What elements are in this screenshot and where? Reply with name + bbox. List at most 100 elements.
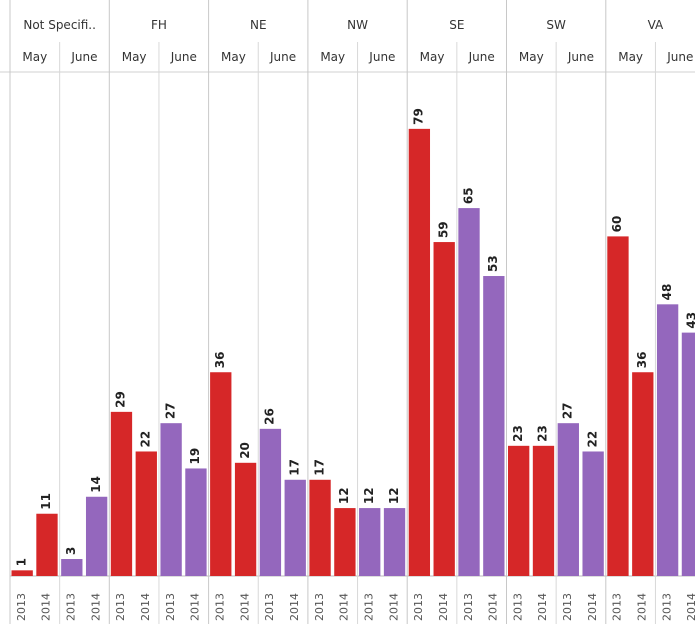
value-label: 36 — [635, 352, 649, 369]
value-label: 20 — [238, 442, 252, 459]
year-label: 2013 — [15, 593, 28, 621]
value-label: 19 — [188, 448, 202, 465]
month-label: June — [468, 50, 495, 64]
bar — [61, 559, 83, 576]
year-label: 2014 — [40, 593, 53, 621]
month-label: June — [70, 50, 97, 64]
year-label: 2013 — [660, 593, 673, 621]
value-label: 53 — [486, 255, 500, 272]
bar — [632, 372, 654, 576]
value-label: 14 — [89, 476, 103, 493]
group-label: VA — [648, 18, 664, 32]
group-label: NW — [347, 18, 368, 32]
bar — [532, 445, 555, 576]
bar — [185, 468, 207, 576]
value-label: 26 — [263, 408, 277, 425]
month-label: May — [221, 50, 246, 64]
bar — [135, 451, 157, 576]
bar — [210, 372, 232, 576]
bar — [508, 445, 530, 576]
month-label: May — [519, 50, 544, 64]
value-label: 27 — [561, 402, 575, 419]
bar — [234, 462, 257, 576]
year-label: 2014 — [238, 593, 251, 621]
bar — [284, 479, 306, 576]
bar — [334, 508, 356, 576]
value-label: 22 — [585, 431, 599, 448]
year-label: 2014 — [487, 593, 500, 621]
year-label: 2013 — [611, 593, 624, 621]
bar — [383, 508, 406, 576]
bar — [433, 242, 455, 576]
bar — [259, 428, 282, 576]
bar — [110, 411, 133, 576]
value-label: 12 — [362, 487, 376, 504]
value-label: 17 — [312, 459, 326, 476]
value-label: 3 — [64, 547, 78, 555]
year-label: 2013 — [263, 593, 276, 621]
year-label: 2013 — [164, 593, 177, 621]
month-label: May — [420, 50, 445, 64]
value-label: 11 — [39, 493, 53, 510]
year-label: 2014 — [636, 593, 649, 621]
year-label: 2014 — [536, 593, 549, 621]
value-label: 17 — [287, 459, 301, 476]
month-label: June — [170, 50, 197, 64]
bar — [309, 479, 331, 576]
month-label: May — [618, 50, 643, 64]
month-label: June — [368, 50, 395, 64]
year-label: 2014 — [685, 593, 695, 621]
group-label: NE — [250, 18, 267, 32]
group-label: Not Specifi.. — [23, 18, 96, 32]
month-label: June — [666, 50, 693, 64]
value-label: 36 — [213, 352, 227, 369]
year-label: 2014 — [139, 593, 152, 621]
year-label: 2013 — [114, 593, 127, 621]
value-label: 12 — [337, 487, 351, 504]
year-label: 2013 — [214, 593, 227, 621]
year-label: 2013 — [362, 593, 375, 621]
month-label: May — [122, 50, 147, 64]
bar — [656, 304, 679, 576]
bar — [359, 508, 381, 576]
bar — [582, 451, 604, 576]
bar — [681, 332, 695, 576]
value-label: 12 — [387, 487, 401, 504]
year-label: 2014 — [288, 593, 301, 621]
year-label: 2013 — [313, 593, 326, 621]
year-label: 2013 — [412, 593, 425, 621]
month-label: May — [22, 50, 47, 64]
bar — [36, 513, 58, 576]
year-label: 2014 — [189, 593, 202, 621]
month-label: May — [320, 50, 345, 64]
year-label: 2013 — [65, 593, 78, 621]
bar — [607, 236, 629, 576]
bar — [557, 423, 579, 576]
value-label: 23 — [536, 425, 550, 442]
value-label: 60 — [610, 216, 624, 233]
value-label: 79 — [412, 108, 426, 125]
year-label: 2013 — [511, 593, 524, 621]
value-label: 27 — [163, 402, 177, 419]
value-label: 43 — [685, 312, 695, 329]
month-label: June — [269, 50, 296, 64]
year-label: 2013 — [462, 593, 475, 621]
value-label: 23 — [511, 425, 525, 442]
value-label: 1 — [14, 558, 28, 566]
year-label: 2014 — [338, 593, 351, 621]
bar — [458, 208, 480, 576]
bar — [483, 276, 505, 576]
group-label: FH — [151, 18, 167, 32]
bar — [408, 128, 431, 577]
bar — [11, 570, 33, 576]
year-label: 2014 — [586, 593, 599, 621]
group-label: SW — [546, 18, 566, 32]
value-label: 22 — [139, 431, 153, 448]
month-label: June — [567, 50, 594, 64]
bar — [85, 496, 108, 576]
bar — [160, 423, 182, 576]
value-label: 59 — [436, 221, 450, 238]
value-label: 29 — [114, 391, 128, 408]
group-label: SE — [449, 18, 464, 32]
